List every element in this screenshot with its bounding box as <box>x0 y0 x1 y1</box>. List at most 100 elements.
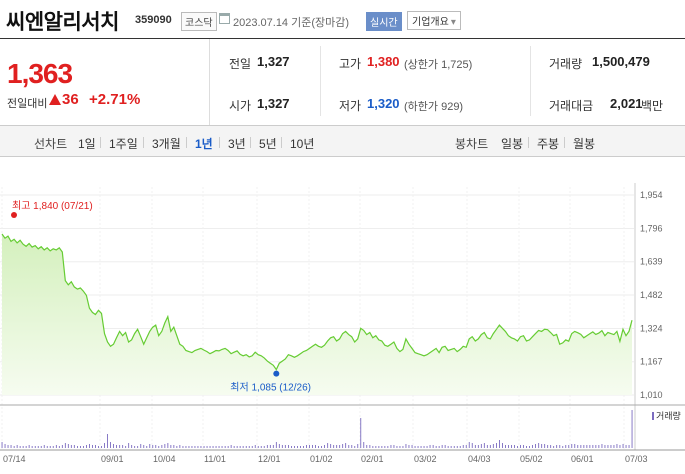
volume-bar <box>562 446 564 448</box>
volume-bar <box>291 446 292 448</box>
company-overview-button[interactable]: 기업개요 ▾ <box>407 11 461 30</box>
volume-bar <box>592 445 594 448</box>
volume-bar <box>514 445 515 448</box>
volume-bar <box>113 444 114 448</box>
volume-bar <box>254 445 256 448</box>
volume-bar <box>248 446 250 448</box>
period-3y[interactable]: 3년 <box>228 137 246 151</box>
volume-bar <box>483 443 485 448</box>
volume-bar <box>631 410 633 448</box>
volume-bar <box>339 445 341 448</box>
volume-bar <box>146 446 148 448</box>
volume-bar <box>67 444 69 448</box>
volume-bar <box>523 445 524 448</box>
volume-bar <box>336 445 338 448</box>
volume-bar <box>312 445 313 448</box>
candle-monthly[interactable]: 월봉 <box>573 137 596 151</box>
volume-bar <box>1 442 3 448</box>
amount-label: 거래대금 <box>549 99 594 113</box>
volume-bar <box>10 445 12 448</box>
volume-legend-icon <box>652 412 654 420</box>
volume-bar <box>553 446 555 448</box>
y-tick-label: 1,324 <box>640 323 663 333</box>
chart-grid <box>0 183 685 451</box>
volume-bar <box>242 446 244 448</box>
volume-bar <box>306 445 307 448</box>
volume-bar <box>80 446 81 448</box>
volume-bar <box>275 442 277 448</box>
volume-bar <box>52 446 54 448</box>
volume-bar <box>577 445 579 448</box>
volume-bar <box>568 445 570 448</box>
period-10y[interactable]: 10년 <box>290 137 315 151</box>
low-label: 저가 <box>339 99 362 113</box>
volume-bar <box>95 445 96 448</box>
volume-bar <box>61 445 63 448</box>
max-marker <box>11 212 17 218</box>
volume-bar <box>70 445 72 448</box>
volume-bar <box>616 444 618 448</box>
volume-bar <box>492 444 494 448</box>
volume-bar <box>4 444 6 448</box>
price-area-fill <box>2 234 632 395</box>
volume-bar <box>77 446 78 448</box>
period-1y[interactable]: 1년 <box>195 137 213 151</box>
volume-bar <box>502 443 503 448</box>
candle-daily[interactable]: 일봉 <box>501 137 524 151</box>
volume-bar <box>438 446 440 448</box>
volume-bar <box>402 446 404 448</box>
volume-bar <box>55 445 57 448</box>
volume-bar <box>604 445 606 448</box>
volume-bar <box>143 445 145 448</box>
volume-bar <box>342 444 344 448</box>
x-tick-label: 07/03 <box>625 454 648 464</box>
volume-bar <box>565 445 567 448</box>
volume-bar <box>19 446 21 448</box>
volume-bar <box>363 442 365 448</box>
y-tick-label: 1,482 <box>640 290 663 300</box>
y-tick-label: 1,954 <box>640 190 663 200</box>
separator <box>219 137 220 148</box>
volume-bar <box>465 445 467 448</box>
open-label: 시가 <box>229 99 252 113</box>
period-3m[interactable]: 3개월 <box>152 137 181 151</box>
volume-bar <box>164 444 166 448</box>
volume-bar <box>429 445 431 448</box>
current-price: 1,363 <box>7 58 73 89</box>
period-1w[interactable]: 1주일 <box>109 137 138 151</box>
volume-bar <box>284 445 286 448</box>
period-1d[interactable]: 1일 <box>78 137 96 151</box>
candle-weekly[interactable]: 주봉 <box>537 137 560 151</box>
volume-bar <box>456 446 458 448</box>
volume-bar <box>511 445 512 448</box>
volume-bar <box>257 446 259 448</box>
volume-bar <box>529 446 530 448</box>
volume-bar <box>477 445 479 448</box>
volume-bar <box>474 445 476 448</box>
volume-bar <box>212 446 214 448</box>
volume-bar <box>101 446 102 448</box>
volume-bars <box>1 410 633 448</box>
volume-bar <box>16 445 18 448</box>
volume-bar <box>462 445 464 448</box>
company-overview-label: 기업개요 <box>412 17 449 28</box>
volume-bar <box>453 446 455 448</box>
volume-bar <box>194 446 196 448</box>
volume-bar <box>447 446 449 448</box>
volume-bar <box>37 446 39 448</box>
volume-bar <box>619 445 621 448</box>
volume-label: 거래량 <box>549 57 583 71</box>
volume-bar <box>426 446 428 448</box>
low-value: 1,320 <box>367 96 400 111</box>
volume-bar <box>303 446 304 448</box>
period-5y[interactable]: 5년 <box>259 137 277 151</box>
prev-close-label: 전일 <box>229 57 252 71</box>
lower-limit: (하한가 929) <box>404 101 464 113</box>
realtime-button[interactable]: 실시간 <box>366 12 402 31</box>
volume-bar <box>98 446 99 448</box>
volume-bar <box>28 445 30 448</box>
volume-bar <box>417 446 419 448</box>
volume-bar <box>206 446 208 448</box>
volume-bar <box>480 444 482 448</box>
volume-bar <box>236 446 238 448</box>
